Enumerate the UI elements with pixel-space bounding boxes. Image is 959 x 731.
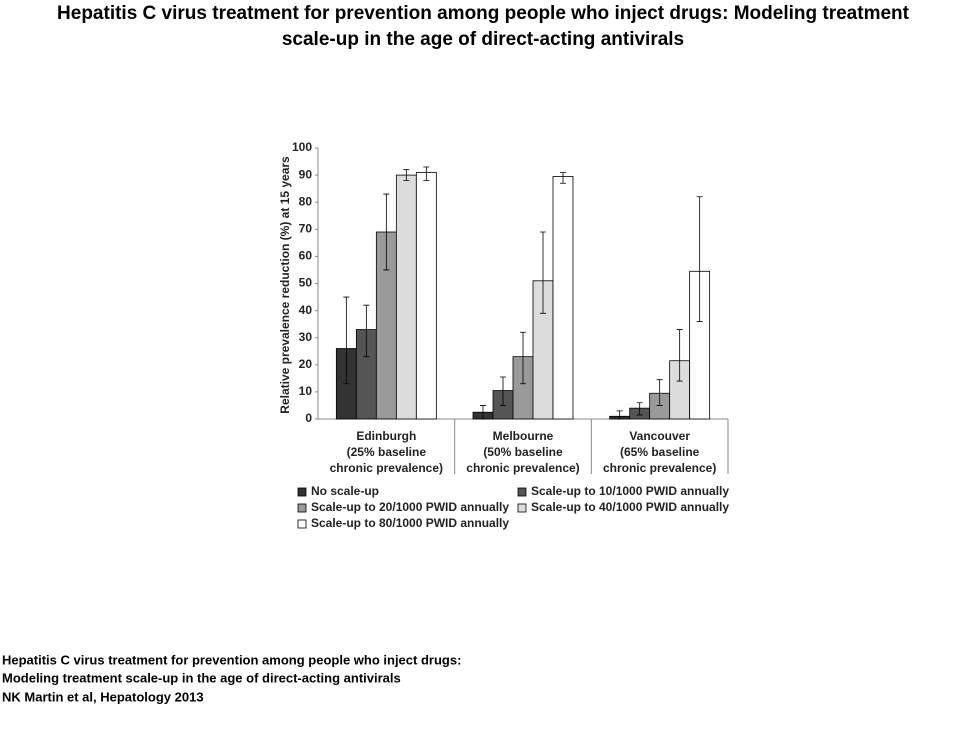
y-tick-label: 20	[299, 357, 313, 371]
y-tick-label: 80	[299, 194, 313, 208]
legend-label: Scale-up to 40/1000 PWID annually	[531, 500, 729, 514]
legend-swatch	[297, 503, 307, 513]
caption: Hepatitis C virus treatment for preventi…	[2, 652, 461, 667]
x-tick-label: chronic prevalence)	[603, 461, 716, 475]
y-tick-label: 30	[299, 330, 313, 344]
legend-label: Scale-up to 80/1000 PWID annually	[311, 516, 509, 530]
x-tick-label: (25% baseline	[347, 445, 427, 459]
error-bar	[520, 331, 526, 385]
slide-title: scale-up in the age of direct-acting ant…	[282, 29, 684, 50]
legend-label: Scale-up to 10/1000 PWID annually	[531, 484, 729, 498]
error-bar	[696, 196, 703, 322]
x-tick-label: Melbourne	[493, 429, 554, 443]
legend-swatch	[517, 503, 527, 513]
legend-label: No scale-up	[311, 484, 379, 498]
x-tick-label: Edinburgh	[356, 429, 416, 443]
y-tick-label: 0	[305, 411, 312, 425]
error-bar	[540, 231, 546, 314]
error-bar	[383, 193, 390, 271]
error-bar	[560, 171, 566, 184]
error-bar	[616, 410, 623, 420]
caption: NK Martin et al, Hepatology 2013	[2, 689, 204, 704]
error-bar	[656, 379, 663, 406]
x-tick-label: chronic prevalence)	[466, 461, 579, 475]
y-tick-label: 90	[299, 167, 313, 181]
error-bar	[423, 166, 430, 181]
y-tick-label: 100	[292, 140, 312, 154]
x-tick-label: (65% baseline	[620, 445, 700, 459]
error-bar	[480, 405, 486, 420]
legend-label: Scale-up to 20/1000 PWID annually	[311, 500, 509, 514]
error-bar	[500, 376, 506, 406]
error-bar	[676, 329, 683, 382]
error-bar	[636, 402, 643, 416]
y-tick-label: 40	[299, 303, 313, 317]
bar	[415, 171, 437, 420]
error-bar	[343, 296, 350, 385]
x-tick-label: (50% baseline	[483, 445, 563, 459]
error-bar	[363, 304, 370, 358]
y-tick-label: 60	[299, 249, 313, 263]
legend-swatch	[297, 487, 307, 497]
bar	[395, 174, 417, 420]
x-tick-label: chronic prevalence)	[330, 461, 443, 475]
slide-title: Hepatitis C virus treatment for preventi…	[57, 3, 910, 24]
y-axis-label: Relative prevalence reduction (%) at 15 …	[278, 156, 292, 414]
x-tick-label: Vancouver	[629, 429, 690, 443]
legend-swatch	[297, 519, 307, 529]
y-tick-label: 10	[299, 384, 313, 398]
y-tick-label: 70	[299, 221, 313, 235]
legend-swatch	[517, 487, 527, 497]
y-tick-label: 50	[299, 276, 313, 290]
bar	[552, 176, 574, 420]
caption: Modeling treatment scale-up in the age o…	[2, 670, 401, 685]
error-bar	[403, 169, 410, 181]
